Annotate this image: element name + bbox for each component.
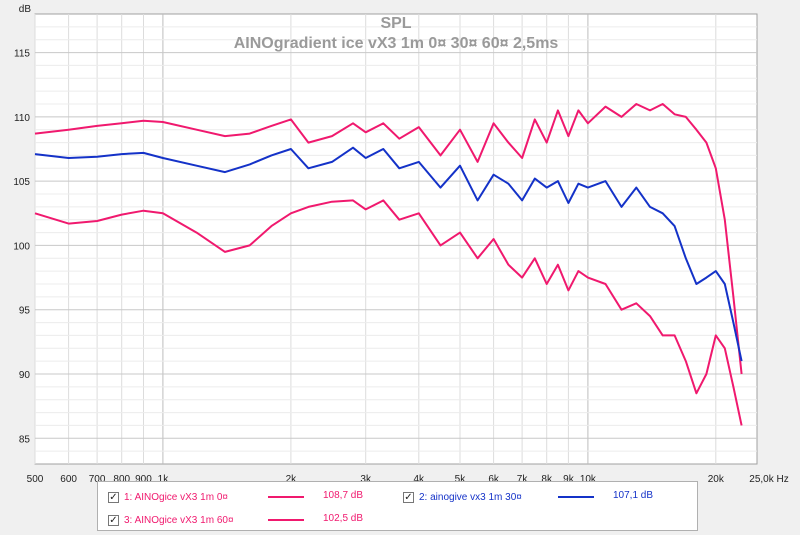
- x-tick-label: 1k: [158, 474, 170, 485]
- x-tick-label: 4k: [413, 474, 425, 485]
- x-tick-label: 25,0k Hz: [749, 474, 788, 485]
- x-tick-label: 5k: [455, 474, 467, 485]
- grid: [34, 14, 757, 464]
- series-line-2: [34, 146, 743, 362]
- y-tick-label: 115: [14, 49, 30, 60]
- x-tick-label: 7k: [517, 474, 529, 485]
- legend-swatch-1: [268, 496, 304, 498]
- y-tick-label: 110: [14, 113, 30, 124]
- legend-checkbox-3[interactable]: ✓: [108, 514, 119, 526]
- legend-label-1: 1: AINOgice vX3 1m 0¤: [124, 491, 228, 503]
- x-tick-label: 20k: [708, 474, 725, 485]
- y-tick-label: 100: [13, 241, 30, 252]
- chart-title: SPL: [380, 15, 411, 32]
- x-tick-label: 900: [135, 474, 152, 485]
- y-tick-label: 85: [19, 434, 31, 445]
- legend-entry-1[interactable]: ✓ 1: AINOgice vX3 1m 0¤ 108,7 dB: [108, 490, 388, 504]
- legend-swatch-3: [268, 519, 304, 521]
- legend: ✓ 1: AINOgice vX3 1m 0¤ 108,7 dB ✓ 2: ai…: [97, 481, 698, 531]
- x-tick-label: 8k: [541, 474, 553, 485]
- legend-value-1: 108,7 dB: [323, 490, 364, 501]
- series-layer: [34, 103, 743, 426]
- legend-swatch-2: [558, 496, 594, 498]
- x-tick-label: 700: [89, 474, 106, 485]
- legend-checkbox-2[interactable]: ✓: [403, 491, 414, 503]
- x-tick-label: 600: [60, 474, 77, 485]
- y-axis-label: dB: [19, 4, 32, 15]
- x-tick-label: 6k: [488, 474, 500, 485]
- legend-entry-3[interactable]: ✓ 3: AINOgice vX3 1m 60¤ 102,5 dB: [108, 513, 388, 527]
- legend-value-2: 107,1 dB: [613, 490, 654, 501]
- y-tick-label: 90: [19, 370, 31, 381]
- x-tick-label: 800: [113, 474, 130, 485]
- y-tick-label: 95: [19, 306, 31, 317]
- x-tick-label: 3k: [360, 474, 372, 485]
- legend-label-3: 3: AINOgice vX3 1m 60¤: [124, 514, 234, 526]
- legend-value-3: 102,5 dB: [323, 513, 364, 524]
- legend-entry-2[interactable]: ✓ 2: ainogive vx3 1m 30¤ 107,1 dB: [403, 490, 693, 504]
- legend-checkbox-1[interactable]: ✓: [108, 491, 119, 503]
- series-line-1: [34, 103, 743, 375]
- plot-area: [34, 13, 758, 465]
- x-tick-label: 10k: [580, 474, 597, 485]
- ticks: 500 600 700 800 900 1k 2k 3k 4k 5k 6k 7k 8k 9k 10k 20k 2…: [13, 49, 788, 485]
- x-tick-label: 9k: [563, 474, 575, 485]
- x-tick-label: 500: [27, 474, 44, 485]
- y-tick-label: 105: [13, 177, 30, 188]
- legend-label-2: 2: ainogive vx3 1m 30¤: [419, 491, 522, 503]
- x-tick-label: 2k: [286, 474, 298, 485]
- chart-subtitle: AINOgradient ice vX3 1m 0¤ 30¤ 60¤ 2,5ms: [234, 35, 559, 52]
- series-line-3: [34, 199, 743, 426]
